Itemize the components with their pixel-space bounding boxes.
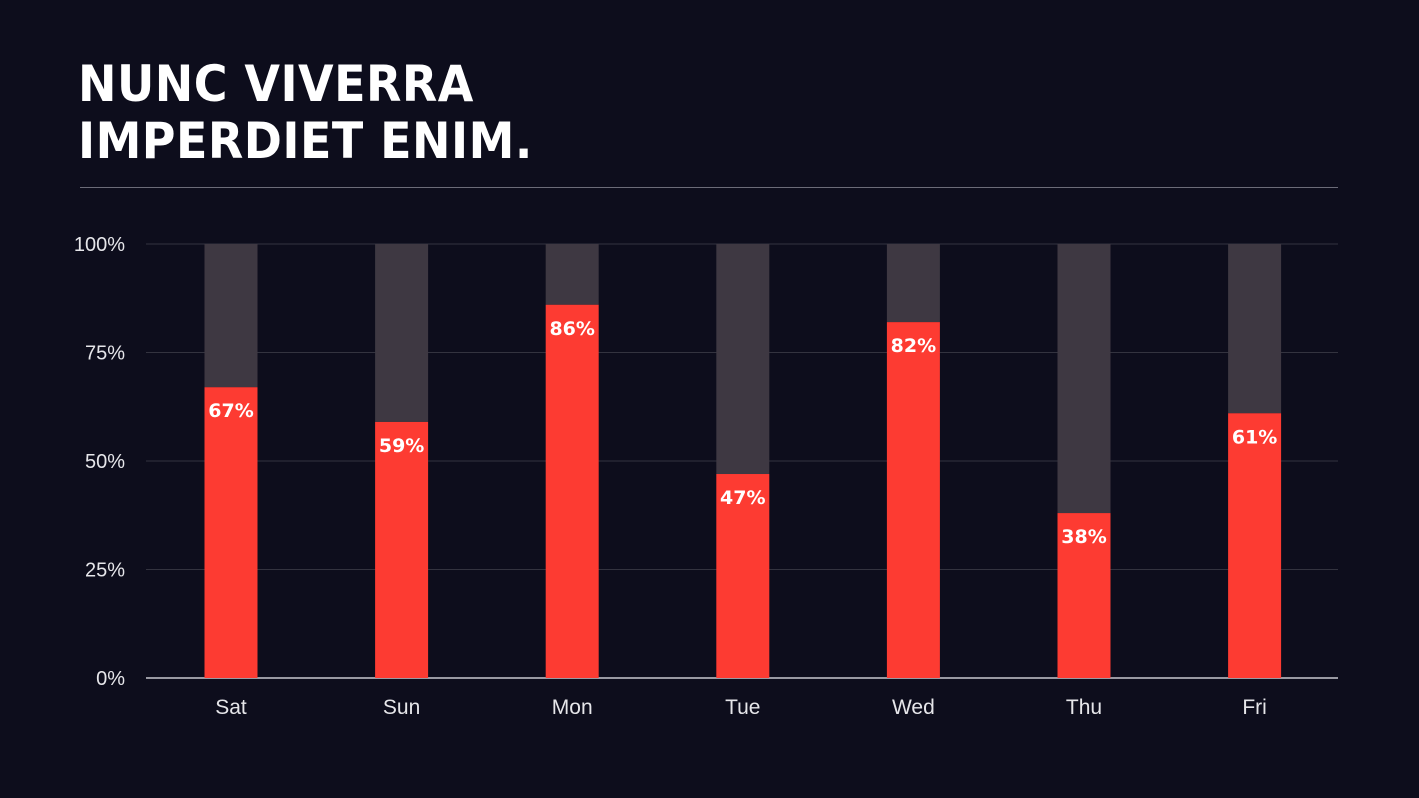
bar-remainder-thu bbox=[1057, 244, 1111, 514]
x-tick-label-fri: Fri bbox=[1242, 696, 1267, 719]
x-tick-label-sat: Sat bbox=[215, 696, 247, 719]
x-tick-label-tue: Tue bbox=[725, 696, 760, 719]
title-divider bbox=[80, 187, 1338, 188]
bar-remainder-tue bbox=[716, 244, 770, 475]
bar-tue bbox=[716, 474, 770, 678]
x-tick-label-mon: Mon bbox=[552, 696, 593, 719]
data-label-thu: 38% bbox=[1061, 526, 1106, 548]
data-label-sat: 67% bbox=[208, 400, 253, 422]
bar-wed bbox=[886, 322, 940, 678]
chart-title: NUNC VIVERRA IMPERDIET ENIM. bbox=[78, 56, 533, 170]
y-tick-label: 75% bbox=[85, 343, 125, 365]
y-tick-label: 0% bbox=[96, 668, 125, 690]
bars: 67% 59% 86% 47% 82% 38% 61% bbox=[204, 244, 1282, 678]
data-label-fri: 61% bbox=[1232, 426, 1277, 448]
data-label-wed: 82% bbox=[891, 335, 936, 357]
x-tick-label-thu: Thu bbox=[1066, 696, 1102, 719]
x-tick-label-wed: Wed bbox=[892, 696, 935, 719]
bar-remainder-sat bbox=[204, 244, 258, 388]
data-label-tue: 47% bbox=[720, 487, 765, 509]
x-axis-ticks: Sat Sun Mon Tue Wed Thu Fri bbox=[215, 696, 1267, 719]
title-line-2: IMPERDIET ENIM. bbox=[78, 112, 533, 170]
y-tick-label: 50% bbox=[85, 451, 125, 473]
bar-fri bbox=[1228, 413, 1282, 678]
x-tick-label-sun: Sun bbox=[383, 696, 420, 719]
bar-remainder-fri bbox=[1228, 244, 1282, 414]
bar-remainder-mon bbox=[545, 244, 599, 305]
bar-remainder-wed bbox=[886, 244, 940, 323]
y-tick-label: 25% bbox=[85, 560, 125, 582]
bar-thu bbox=[1057, 513, 1111, 678]
bar-sun bbox=[375, 421, 429, 678]
data-label-mon: 86% bbox=[549, 318, 594, 340]
bar-remainder-sun bbox=[375, 244, 429, 422]
bar-sat bbox=[204, 387, 258, 678]
data-label-sun: 59% bbox=[379, 435, 424, 457]
title-line-1: NUNC VIVERRA bbox=[78, 55, 474, 113]
y-tick-label: 100% bbox=[74, 234, 125, 256]
bar-mon bbox=[545, 304, 599, 678]
y-axis-ticks: 0% 25% 50% 75% 100% bbox=[74, 234, 125, 690]
